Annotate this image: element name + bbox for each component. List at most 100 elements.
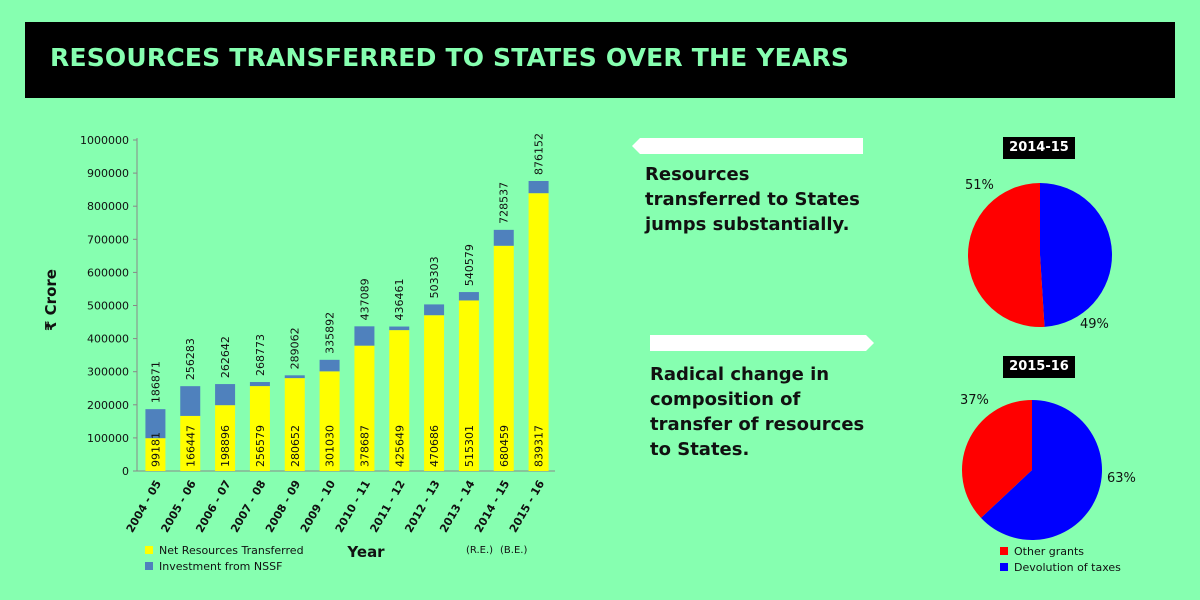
- pie-legend-swatch-devolution: [1000, 563, 1008, 571]
- legend-swatch-nssf: [145, 562, 153, 570]
- data-label-total: 503303: [428, 256, 441, 298]
- y-tick-label: 200000: [87, 399, 129, 412]
- data-label-total: 256283: [184, 338, 197, 380]
- pie1-label-other: 51%: [965, 178, 994, 193]
- bar-net: [284, 378, 305, 471]
- pie-2014-15-slice-other: [967, 183, 1045, 327]
- bar-net: [493, 245, 514, 471]
- data-label-net: 198896: [219, 425, 232, 467]
- y-axis-label: ₹ Crore: [42, 269, 60, 331]
- x-tick-label: 2006 - 07: [193, 478, 233, 535]
- data-label-total: 262642: [219, 336, 232, 378]
- bar-nssf: [389, 326, 410, 331]
- bar-nssf: [284, 375, 305, 379]
- y-tick-label: 700000: [87, 233, 129, 246]
- data-label-total: 540579: [463, 244, 476, 286]
- bar-net: [424, 315, 445, 471]
- x-tick-label: 2008 - 09: [263, 478, 303, 535]
- y-tick-label: 300000: [87, 366, 129, 379]
- bar-net: [389, 330, 410, 471]
- pie-legend: Other grants Devolution of taxes: [1000, 545, 1121, 577]
- data-label-net: 515301: [463, 425, 476, 467]
- pie-2014-15-slice-devolution: [1040, 183, 1112, 327]
- data-label-net: 839317: [533, 425, 546, 467]
- bar-nssf: [215, 384, 236, 406]
- bar-nssf: [493, 229, 514, 246]
- bar-net: [180, 415, 201, 471]
- bar-nssf: [145, 409, 166, 439]
- annotation-be: (B.E.): [500, 545, 527, 556]
- data-label-net: 378687: [358, 425, 371, 467]
- annotation-re: (R.E.): [466, 545, 493, 556]
- y-tick-label: 900000: [87, 167, 129, 180]
- legend-swatch-net: [145, 546, 153, 554]
- bar-net: [249, 386, 270, 471]
- data-label-total: 289062: [289, 327, 302, 369]
- bar-nssf: [354, 326, 375, 346]
- pie-legend-item-devolution: Devolution of taxes: [1000, 561, 1121, 577]
- x-tick-label: 2015 - 16: [507, 478, 548, 535]
- data-label-total: 437089: [358, 278, 371, 320]
- data-label-net: 166447: [184, 425, 197, 467]
- pie-legend-label-other: Other grants: [1014, 545, 1084, 558]
- pie-title-2015-16: 2015-16: [1003, 356, 1075, 378]
- data-label-total: 268773: [254, 334, 267, 376]
- bar-net: [319, 371, 340, 471]
- data-label-total: 335892: [324, 312, 337, 354]
- data-label-net: 256579: [254, 425, 267, 467]
- data-label-net: 680459: [498, 425, 511, 467]
- note-jump: Resources transferred to States jumps su…: [645, 164, 860, 235]
- data-label-total: 186871: [149, 361, 162, 403]
- pie-title-2014-15: 2014-15: [1003, 137, 1075, 159]
- legend-label-nssf: Investment from NSSF: [159, 560, 283, 573]
- data-label-net: 280652: [289, 425, 302, 467]
- bar-net: [145, 438, 166, 471]
- y-tick-label: 400000: [87, 333, 129, 346]
- y-tick-label: 1000000: [80, 134, 129, 147]
- bar-net: [528, 193, 549, 471]
- legend-item-net: Net Resources Transferred: [145, 544, 304, 560]
- data-label-total: 436461: [393, 279, 406, 321]
- x-tick-label: 2011 - 12: [368, 478, 408, 535]
- x-tick-label: 2005 - 06: [159, 478, 200, 535]
- bar-legend: Net Resources Transferred Investment fro…: [145, 544, 304, 576]
- data-label-net: 470686: [428, 425, 441, 467]
- pie-2015-16-slice-other: [962, 400, 1032, 518]
- x-tick-label: 2013 - 14: [437, 478, 478, 535]
- y-tick-label: 800000: [87, 200, 129, 213]
- pie-legend-swatch-other: [1000, 547, 1008, 555]
- pie-legend-label-devolution: Devolution of taxes: [1014, 561, 1121, 574]
- x-tick-label: 2010 - 11: [333, 478, 373, 535]
- note-arrow-left: [632, 138, 863, 154]
- page-title: RESOURCES TRANSFERRED TO STATES OVER THE…: [50, 43, 850, 72]
- y-tick-label: 600000: [87, 266, 129, 279]
- legend-item-nssf: Investment from NSSF: [145, 560, 304, 576]
- x-tick-label: 2014 - 15: [472, 478, 512, 535]
- pie-2015-16-slice-devolution: [980, 400, 1102, 540]
- x-axis-label: Year: [346, 543, 385, 561]
- data-label-net: 425649: [393, 425, 406, 467]
- bar-net: [354, 345, 375, 471]
- pie-legend-item-other: Other grants: [1000, 545, 1121, 561]
- x-tick-label: 2012 - 13: [402, 478, 442, 535]
- legend-label-net: Net Resources Transferred: [159, 544, 304, 557]
- bar-nssf: [528, 180, 549, 194]
- bar-net: [458, 300, 479, 471]
- y-tick-label: 0: [122, 465, 129, 478]
- bar-nssf: [249, 382, 270, 387]
- title-banner: RESOURCES TRANSFERRED TO STATES OVER THE…: [25, 22, 1175, 98]
- pie2-label-devolution: 63%: [1107, 471, 1136, 486]
- note-radical-change: Radical change in composition of transfe…: [650, 364, 865, 460]
- y-tick-label: 100000: [87, 432, 129, 445]
- data-label-total: 728537: [498, 182, 511, 224]
- note-arrow-right: [650, 335, 874, 351]
- y-tick-label: 500000: [87, 300, 129, 313]
- bar-nssf: [458, 292, 479, 301]
- bar-nssf: [180, 386, 201, 416]
- x-tick-label: 2009 - 10: [298, 478, 339, 535]
- bar-nssf: [424, 304, 445, 316]
- data-label-net: 301030: [324, 425, 337, 467]
- bar-net: [215, 405, 236, 471]
- data-label-net: 99181: [149, 432, 162, 467]
